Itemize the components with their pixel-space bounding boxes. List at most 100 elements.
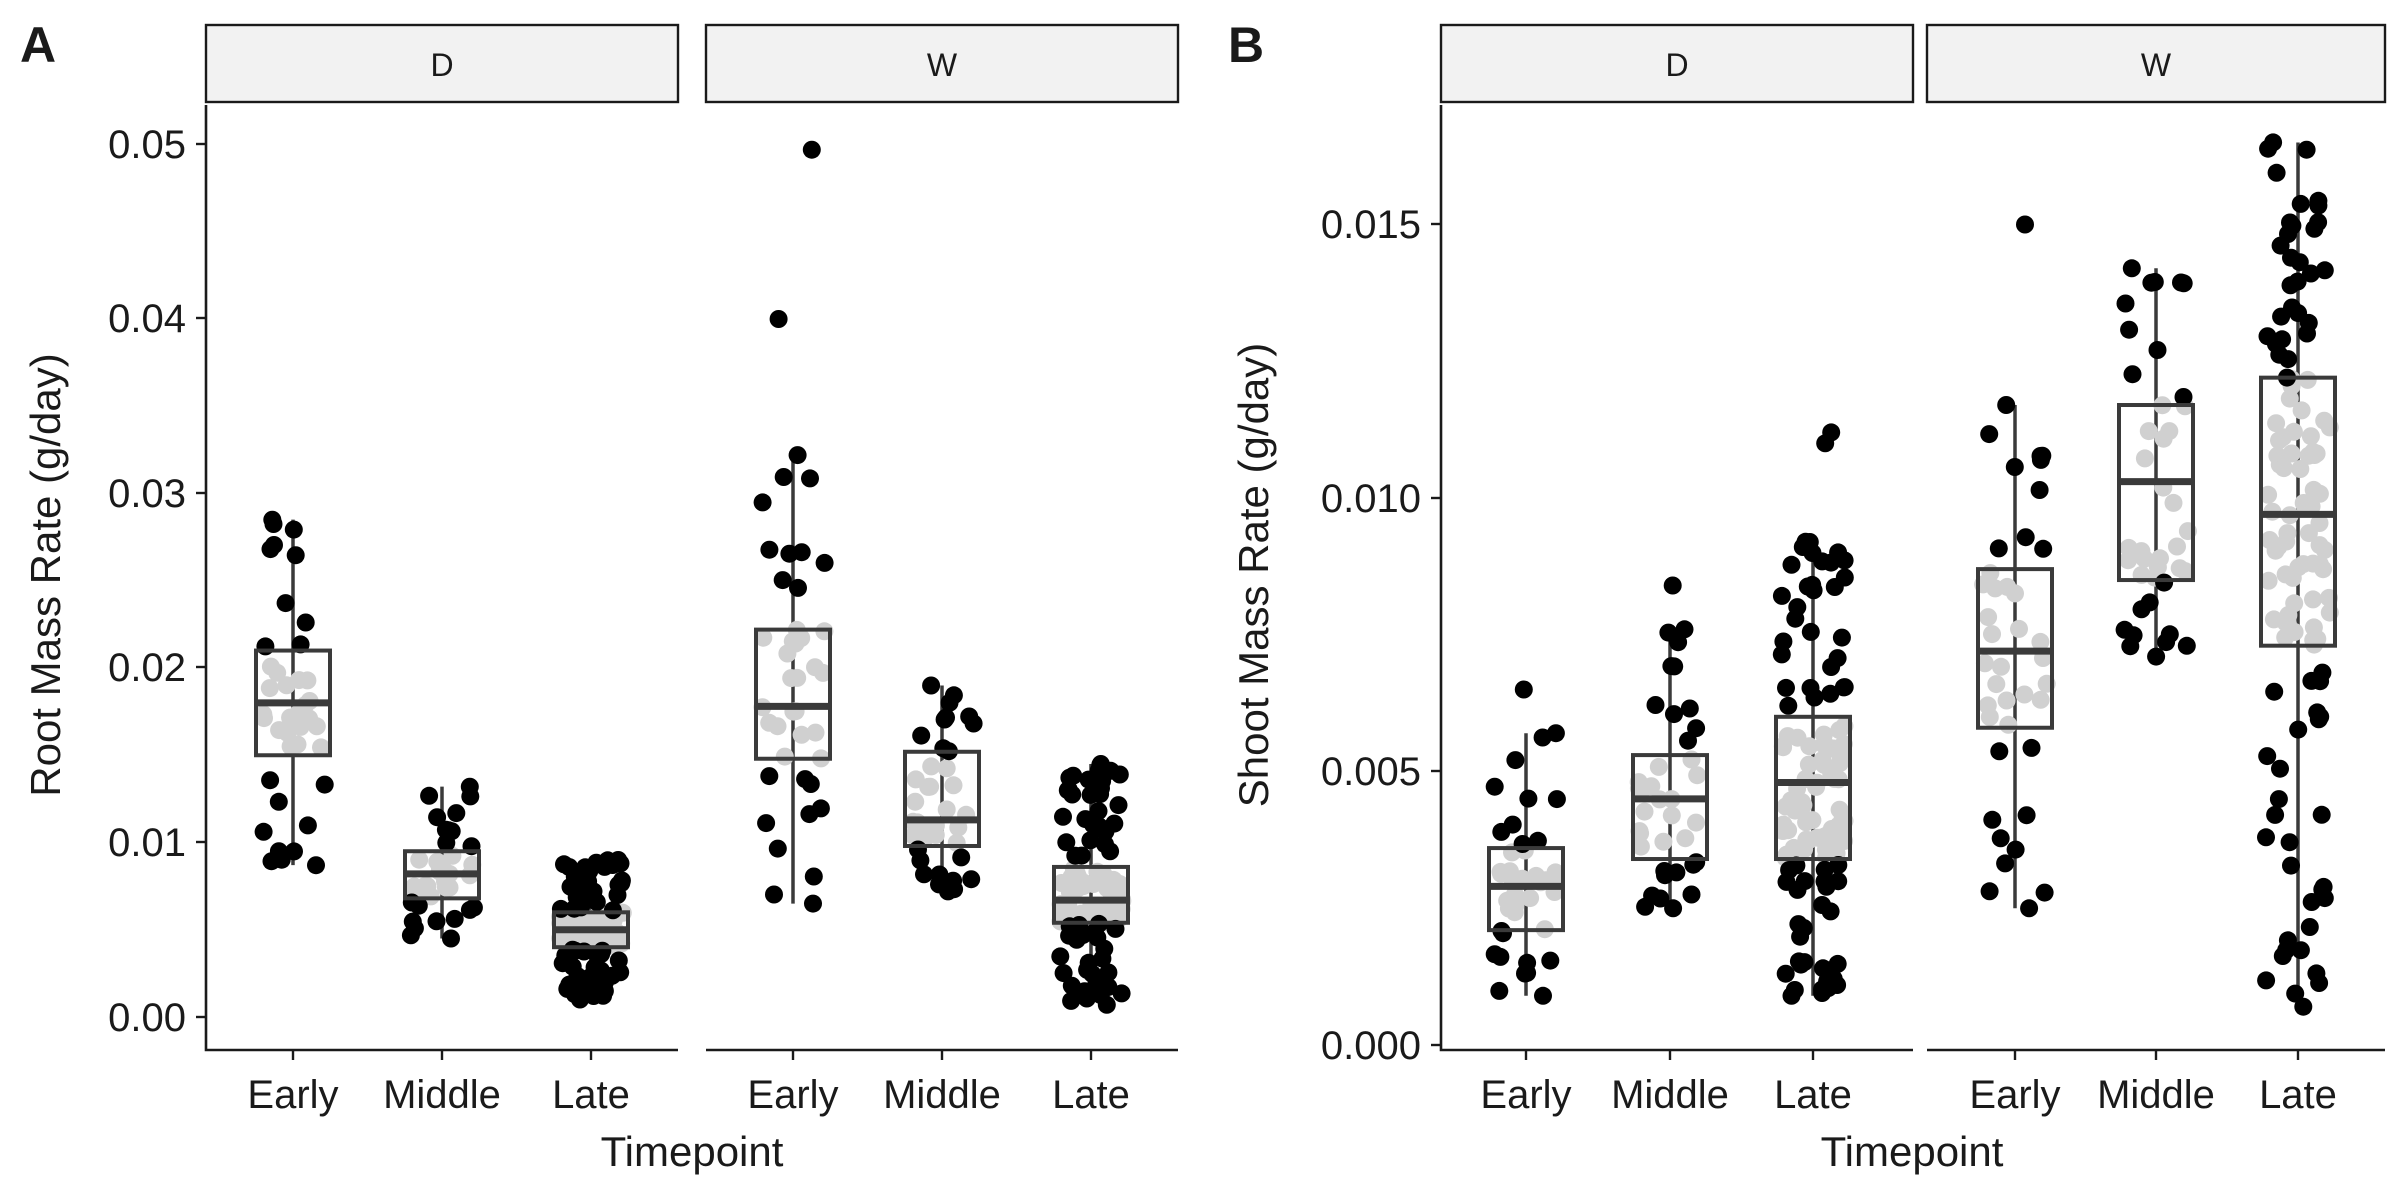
panel-b-w-late-point [2291,941,2310,960]
panel-a-w-middle-box [903,749,981,848]
panel-b-w-late-point [2291,460,2310,478]
panel-b-d-late-point [1799,831,1818,850]
panel-b-w-middle-point [2135,449,2154,468]
panel-b-d-late-point [1834,678,1853,697]
panel-a-ytick-label-0: 0.00 [108,996,186,1040]
panel-b-x-title: Timepoint [1821,1128,2004,1175]
panel-b-d-middle-point [1664,899,1683,918]
panel-a-d-late-point [585,958,604,977]
panel-b-w-late-point [2269,790,2288,809]
panel-b-d-late-point [1773,737,1792,756]
panel-a-d-middle-point [428,808,447,827]
panel-b-d-middle-point [1687,853,1706,872]
panel-b-w-late-point [2279,225,2297,243]
panel-b-d-late-point [1821,684,1840,703]
panel-a-w-late-point [1057,833,1076,852]
panel-b-w-middle-point [2177,636,2196,655]
panel-b-w-late-point [2266,805,2285,824]
panel-a-w-early-point [775,747,794,766]
panel-b-d-late-point [1799,755,1818,774]
panel-a-d-middle-point [461,787,480,806]
panel-a-w-early-point [760,767,779,786]
panel-a-d-late-point [568,967,587,986]
panel-a-w-early-point [788,668,807,687]
panel-a-w-late-point [1110,765,1129,784]
panel-b-w-late-point [2259,485,2278,504]
panel-a-w-late-point [1103,900,1122,919]
panel-b-w-middle-point [2122,259,2141,278]
panel-b-w-early-point [2035,883,2054,902]
panel-b-d-middle-point [1651,889,1670,908]
panel-b-strip-d [1439,23,1915,104]
panel-b-d-middle-point [1687,719,1706,738]
panel-a-ytick-label-1: 0.01 [108,821,186,865]
panel-b-d-middle-point [1687,813,1705,832]
panel-b-w-late-point [2267,414,2286,433]
panel-b-d-early-point [1547,790,1566,809]
panel-a-w-late-point [1088,928,1107,947]
panel-b-d-middle-point [1676,829,1695,848]
panel-b-w-early-point [2020,899,2039,918]
panel-b-w-late-point [2285,623,2304,641]
panel-b-w-late-point [2310,484,2329,503]
panel-a-w-early-point [773,571,792,590]
panel-b-w-late-point [2282,248,2300,267]
panel-a-w-early-point [801,469,819,488]
panel-b-w-middle-point [2139,422,2158,441]
panel-b-d-late-point [1795,872,1814,891]
panel-b-d-middle-point [1665,657,1684,676]
panel-a-w-late-point [1092,763,1111,781]
panel-b-d-late-point [1788,598,1807,617]
panel-b-d-late-point [1830,754,1849,773]
panel-b-w-late-point [2266,334,2285,353]
panel-a-w-middle-point [922,676,941,695]
panel-a-w-early-point [804,894,822,913]
panel-b-w-middle-point [2151,549,2169,568]
panel-b-d-xtick-label-early: Early [1480,1073,1571,1117]
panel-b-w-xtick-label-early: Early [1969,1073,2060,1117]
panel-b-w-middle-point [2148,341,2167,359]
panel-b-d-late-point [1777,678,1795,697]
panel-a-w-late-point [1051,947,1070,966]
panel-b-w-early-point [2006,840,2025,859]
panel-a-w-middle-point [937,759,956,778]
panel-a-w-late-point [1072,846,1091,865]
panel-a-ytick-label-5: 0.05 [108,123,186,167]
panel-a-w-early-point [765,885,783,904]
panel-b-d-middle-point [1631,837,1650,856]
panel-a-y-title: Root Mass Rate (g/day) [22,353,69,797]
panel-a-w-middle-point [940,693,959,712]
panel-b-d-late-point [1804,581,1823,600]
panel-a-w-early-point [774,468,793,486]
panel-b-y-axis: 0.000 0.005 0.010 0.015 [1321,203,1441,1068]
panel-b-w-late-point [2282,444,2301,463]
panel-b-w-early-point [2022,738,2041,757]
panel-b-w-late-point [2258,747,2277,766]
panel-b-d-early-point [1521,889,1540,908]
panel-a-w-late-point [1062,868,1081,886]
panel-b-w-middle-point [2170,559,2189,578]
panel-a-ytick-label-3: 0.03 [108,472,186,516]
panel-b-w-early-point [2006,584,2024,603]
panel-b-w-late-point [2309,196,2328,215]
panel-b-d-late-point [1825,578,1844,596]
panel-a-w-late-point [1089,802,1108,821]
panel-b-d-late-point [1779,696,1798,715]
panel-b-w-middle-point [2174,388,2193,406]
panel-a-w-early-point [753,493,772,512]
panel-b-d-early-point [1528,831,1547,850]
panel-b-d-late-point [1800,737,1819,756]
panel-b-d-late-point [1784,838,1803,857]
panel-b-w-early-point [2015,685,2034,704]
panel-b-d-xtick-label-middle: Middle [1611,1073,1729,1117]
panel-a-strip-d-label: D [430,47,453,83]
panel-b-w-late-point [2299,524,2318,543]
panel-b-w-early-point [2031,450,2050,469]
panel-b-d-late-point [1814,735,1833,754]
panel-a-w-middle-point [930,865,949,884]
panel-a-d-early-point [315,775,334,794]
panel-a-d-xtick-label-middle: Middle [383,1073,501,1117]
panel-a-x-axis: Early Middle Late Early Middle Late [247,1050,1130,1117]
panel-a-d-early-point [312,738,330,757]
